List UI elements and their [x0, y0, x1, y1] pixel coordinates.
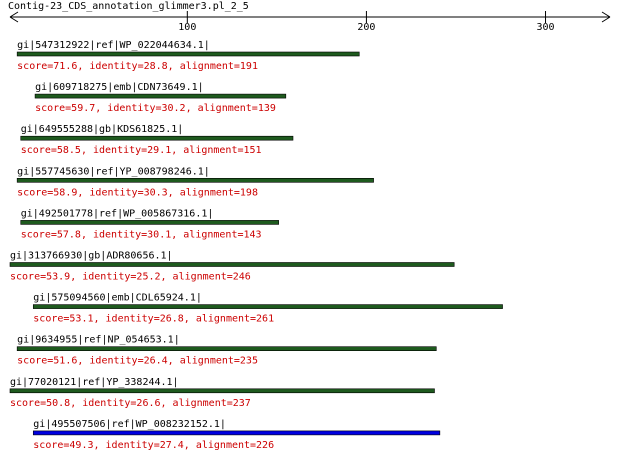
hit-bar: [9, 388, 435, 394]
hit-bar: [20, 220, 279, 225]
hit-bar: [32, 304, 503, 309]
hit-label: score=53.1, identity=26.8, alignment=261: [33, 314, 274, 325]
x-tick-label: 100: [178, 22, 196, 33]
hit-label: score=53.9, identity=25.2, alignment=246: [10, 272, 251, 283]
hit-bar: [32, 430, 441, 436]
hit-label: score=51.6, identity=26.4, alignment=235: [17, 356, 258, 367]
axis-arrows: [9, 11, 611, 23]
hit-name: gi|557745630|ref|YP_008798246.1|: [17, 166, 210, 177]
hit-label: score=57.8, identity=30.1, alignment=143: [21, 229, 262, 240]
x-tick-label: 300: [536, 22, 554, 33]
hit-name: gi|495507506|ref|WP_008232152.1|: [33, 419, 226, 430]
hit-label: score=50.8, identity=26.6, alignment=237: [10, 398, 251, 409]
x-tick-label: 200: [357, 22, 375, 33]
hit-name: gi|313766930|gb|ADR80656.1|: [10, 251, 173, 262]
hit-bar: [9, 262, 455, 267]
hit-name: gi|649555288|gb|KDS61825.1|: [21, 124, 184, 135]
hit-name: gi|9634955|ref|NP_054653.1|: [17, 335, 180, 346]
hit-name: gi|547312922|ref|WP_022044634.1|: [17, 40, 210, 51]
hit-name: gi|77020121|ref|YP_338244.1|: [10, 377, 179, 388]
hit-label: score=71.6, identity=28.8, alignment=191: [17, 61, 258, 72]
hit-bar: [34, 93, 287, 99]
hit-name: gi|575094560|emb|CDL65924.1|: [33, 293, 202, 304]
hit-bar: [16, 346, 437, 352]
hit-bar: [16, 178, 374, 183]
hit-label: score=49.3, identity=27.4, alignment=226: [33, 440, 274, 451]
hit-bar: [20, 135, 294, 141]
hit-bar: [16, 51, 360, 57]
hit-label: score=58.5, identity=29.1, alignment=151: [21, 145, 262, 156]
chart-title: Contig-23_CDS_annotation_glimmer3.pl_2_5: [8, 1, 249, 12]
hit-name: gi|609718275|emb|CDN73649.1|: [35, 82, 204, 93]
hit-label: score=59.7, identity=30.2, alignment=139: [35, 103, 276, 114]
hit-label: score=58.9, identity=30.3, alignment=198: [17, 187, 258, 198]
hit-name: gi|492501778|ref|WP_005867316.1|: [21, 208, 214, 219]
